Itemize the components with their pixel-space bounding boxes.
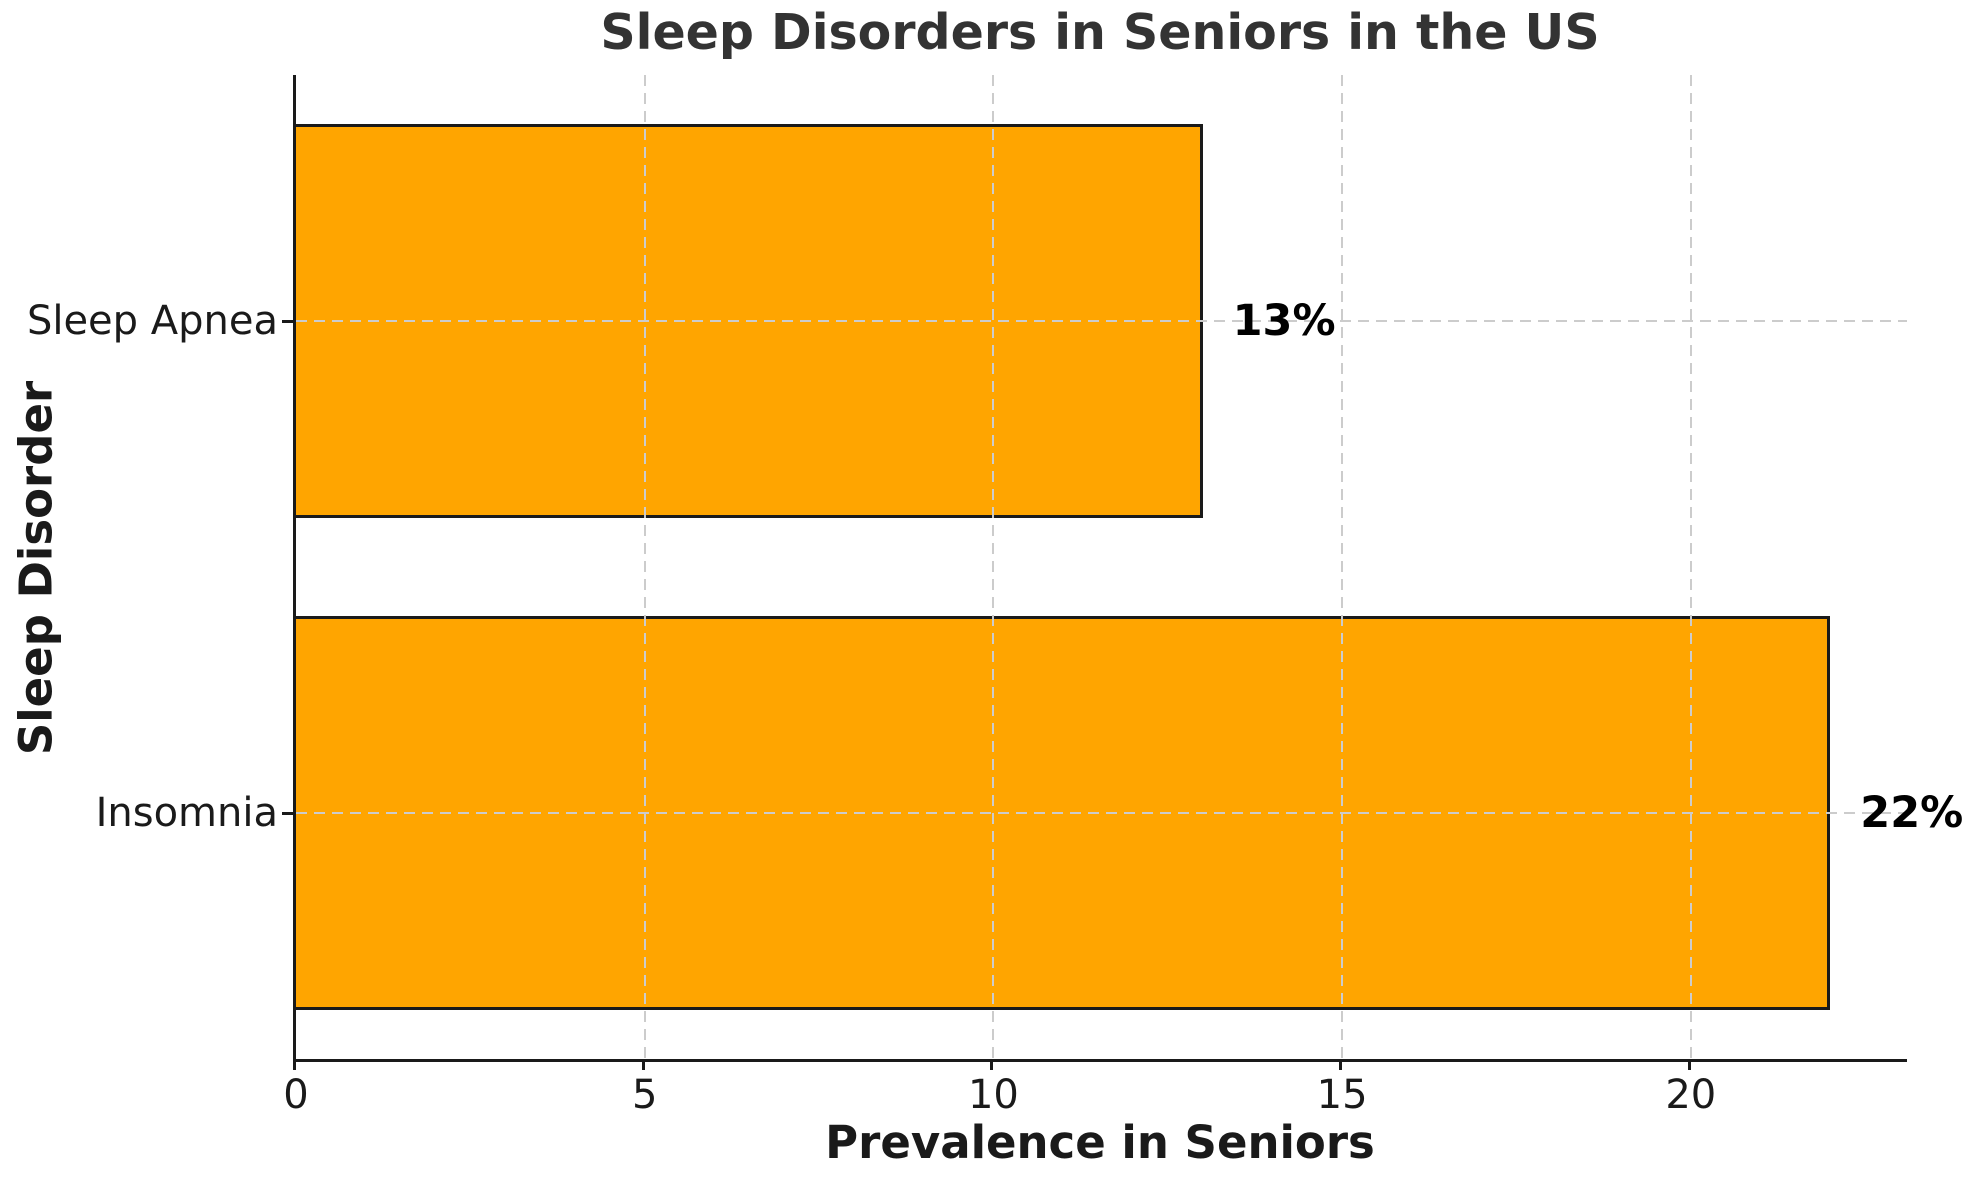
x-tick-label: 15 xyxy=(1316,1072,1368,1118)
plot-area: Sleep Apnea 13% Insomnia 22% 0 5 10 15 20 xyxy=(27,75,1963,1118)
chart-title: Sleep Disorders in Seniors in the US xyxy=(600,4,1600,61)
x-tick-mark xyxy=(1339,1059,1343,1070)
x-tick-mark xyxy=(1687,1059,1691,1070)
x-tick-label: 20 xyxy=(1665,1072,1717,1118)
y-category-label: Insomnia xyxy=(95,790,278,836)
h-gridline xyxy=(296,320,1907,322)
v-gridline xyxy=(643,75,646,1059)
x-tick-label: 5 xyxy=(631,1072,658,1118)
bar-value-label: 22% xyxy=(1860,788,1964,838)
v-gridline xyxy=(992,75,995,1059)
y-category-label: Sleep Apnea xyxy=(26,298,278,344)
x-tick-mark xyxy=(641,1059,645,1070)
y-tick-mark xyxy=(282,812,296,815)
y-axis-label: Sleep Disorder xyxy=(9,380,63,756)
x-tick-mark xyxy=(990,1059,994,1070)
x-tick-mark xyxy=(293,1059,296,1070)
bar-value-label: 13% xyxy=(1232,296,1336,346)
x-tick-label: 0 xyxy=(283,1072,309,1118)
v-gridline xyxy=(1689,75,1692,1059)
x-axis-label: Prevalence in Seniors xyxy=(825,1116,1375,1169)
h-gridline xyxy=(296,812,1907,814)
x-tick-label: 10 xyxy=(967,1072,1019,1118)
y-tick-mark xyxy=(282,320,296,323)
v-gridline xyxy=(1341,75,1344,1059)
